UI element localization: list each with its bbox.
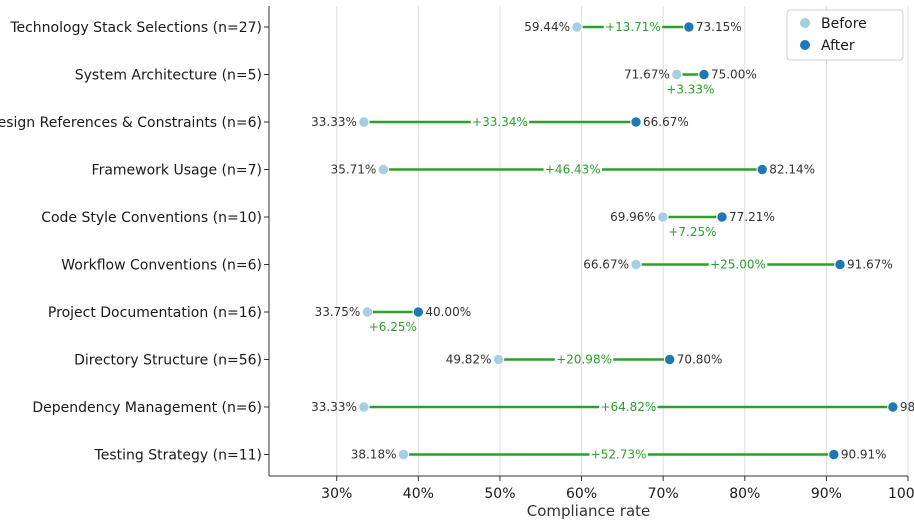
x-tick-label: 80%: [729, 486, 760, 502]
category-row: Design References & Constraints (n=6) +33…: [0, 115, 689, 131]
category-label: Testing Strategy (n=11): [94, 448, 262, 464]
after-point: [716, 211, 728, 223]
legend-entry-label: Before: [821, 16, 867, 32]
before-value-label: 66.67%: [583, 258, 629, 272]
after-value-label: 73.15%: [696, 20, 742, 34]
category-row: Workflow Conventions (n=6) +25.00% 66.67% 9…: [61, 258, 893, 274]
category-label: Design References & Constraints (n=6): [0, 115, 262, 131]
category-label: Technology Stack Selections (n=27): [9, 20, 262, 36]
before-point: [361, 306, 374, 318]
after-value-label: 98.15%: [900, 400, 914, 414]
after-point: [412, 306, 425, 318]
before-value-label: 71.67%: [624, 68, 670, 82]
category-row: Testing Strategy (n=11) +52.73% 38.18% 90.9…: [94, 448, 887, 464]
after-value-label: 40.00%: [425, 305, 471, 319]
after-value-label: 77.21%: [729, 210, 775, 224]
before-point: [657, 211, 669, 223]
x-ticks: 30% 40% 50% 60% 70% 80% 90% 100%: [321, 476, 914, 502]
after-value-label: 66.67%: [643, 115, 689, 129]
after-value-label: 75.00%: [711, 68, 757, 82]
category-row: Dependency Management (n=6) +64.82% 33.33%…: [32, 400, 914, 416]
legend-marker: [800, 40, 810, 50]
delta-label: +46.43%: [545, 163, 601, 177]
x-tick-label: 40%: [403, 486, 434, 502]
category-row: Technology Stack Selections (n=27) +13.71…: [9, 20, 741, 36]
category-label: Project Documentation (n=16): [48, 305, 262, 321]
before-point: [671, 68, 683, 81]
after-value-label: 91.67%: [847, 258, 893, 272]
before-point: [358, 401, 370, 413]
category-label: Directory Structure (n=56): [74, 353, 262, 369]
before-value-label: 59.44%: [524, 20, 570, 34]
x-axis-label: Compliance rate: [527, 502, 651, 520]
x-tick-label: 60%: [566, 486, 597, 502]
delta-label: +20.98%: [556, 353, 612, 367]
category-label: System Architecture (n=5): [75, 68, 262, 84]
legend-marker: [800, 18, 810, 28]
delta-label: +7.25%: [668, 225, 716, 239]
delta-label: +64.82%: [601, 400, 657, 414]
after-value-label: 90.91%: [841, 448, 887, 462]
delta-label: +6.25%: [369, 320, 417, 334]
category-row: Directory Structure (n=56) +20.98% 49.82% 7…: [74, 353, 722, 369]
after-point: [756, 163, 768, 176]
data-rows: Technology Stack Selections (n=27) +13.71…: [0, 20, 914, 464]
before-value-label: 33.75%: [315, 305, 361, 319]
category-label: Dependency Management (n=6): [32, 400, 262, 416]
axes: [268, 6, 908, 477]
before-value-label: 49.82%: [446, 353, 492, 367]
after-value-label: 70.80%: [677, 353, 723, 367]
category-label: Framework Usage (n=7): [92, 163, 262, 179]
before-point: [492, 353, 505, 366]
x-tick-label: 50%: [484, 486, 515, 502]
delta-label: +52.73%: [591, 448, 647, 462]
before-value-label: 69.96%: [610, 210, 656, 224]
delta-label: +25.00%: [710, 258, 766, 272]
after-point: [834, 258, 846, 271]
before-value-label: 35.71%: [331, 163, 377, 177]
delta-label: +13.71%: [605, 20, 661, 34]
category-label: Code Style Conventions (n=10): [41, 210, 262, 226]
x-tick-label: 30%: [321, 486, 352, 502]
before-value-label: 33.33%: [311, 115, 357, 129]
before-value-label: 38.18%: [351, 448, 397, 462]
x-tick-label: 100%: [888, 486, 914, 502]
legend: Before After: [786, 9, 904, 61]
before-value-label: 33.33%: [311, 400, 357, 414]
after-point: [683, 21, 695, 33]
delta-label: +33.34%: [472, 115, 528, 129]
after-point: [887, 401, 899, 413]
before-point: [630, 258, 642, 271]
after-point: [828, 448, 840, 461]
legend-entry-label: After: [821, 38, 855, 54]
category-row: System Architecture (n=5) +3.33%71.67% 75.…: [75, 68, 757, 97]
after-value-label: 82.14%: [769, 163, 815, 177]
after-point: [630, 116, 642, 128]
legend-box: [786, 9, 904, 61]
category-row: Framework Usage (n=7) +46.43% 35.71% 82.14%: [92, 163, 815, 179]
x-tick-label: 90%: [811, 486, 842, 502]
grid-lines: [336, 6, 909, 476]
before-point: [358, 116, 370, 128]
category-row: Code Style Conventions (n=10) +7.25% 69.96…: [41, 210, 775, 239]
category-row: Project Documentation (n=16) +6.25% 33.75%…: [48, 305, 471, 334]
x-tick-label: 70%: [648, 486, 679, 502]
delta-label: +3.33%: [666, 83, 714, 97]
before-point: [397, 448, 410, 461]
after-point: [698, 68, 710, 81]
after-point: [664, 353, 676, 366]
before-point: [571, 21, 583, 33]
before-point: [377, 163, 390, 176]
category-label: Workflow Conventions (n=6): [61, 258, 262, 274]
